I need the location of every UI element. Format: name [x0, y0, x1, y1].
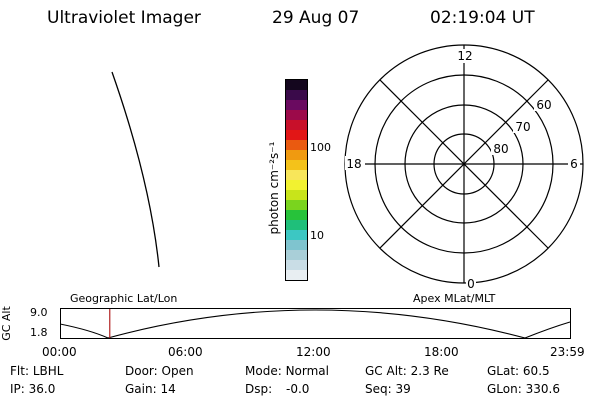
- timeline-frame: [60, 308, 571, 339]
- status-seq: Seq: 39: [365, 382, 411, 396]
- colorbar-tick-100: 100: [310, 141, 331, 154]
- timeline-ytick-top: 9.0: [30, 306, 48, 319]
- colorbar-segment: [286, 230, 307, 240]
- status-gc-alt: GC Alt: 2.3 Re: [365, 364, 449, 378]
- status-gain: Gain: 14: [125, 382, 176, 396]
- colorbar-unit-label: photon cm⁻²s⁻¹: [267, 141, 281, 235]
- timeline-xtick-2: 12:00: [296, 345, 331, 359]
- earth-limb-curve: [111, 71, 160, 268]
- geographic-latlon-label: Geographic Lat/Lon: [70, 292, 178, 305]
- colorbar-segment: [286, 110, 307, 120]
- time-label: 02:19:04 UT: [430, 8, 535, 28]
- polar-plot: 12 18 6 0 60 70 80: [344, 44, 584, 291]
- apex-mlat-mlt-label: Apex MLat/MLT: [413, 292, 496, 305]
- timeline-xtick-4: 23:59: [550, 345, 585, 359]
- colorbar-segment: [286, 210, 307, 220]
- date-label: 29 Aug 07: [272, 8, 360, 28]
- colorbar-segment: [286, 190, 307, 200]
- status-glon: GLon: 330.6: [487, 382, 560, 396]
- lat-label-70: 70: [515, 120, 530, 134]
- colorbar-segment: [286, 270, 307, 280]
- colorbar-segment: [286, 150, 307, 160]
- mlt-label-right: 6: [570, 157, 578, 171]
- colorbar-segment: [286, 100, 307, 110]
- color-scale-bar: [285, 79, 308, 281]
- colorbar-segment: [286, 80, 307, 90]
- status-glat: GLat: 60.5: [487, 364, 550, 378]
- mlt-label-top: 12: [457, 49, 472, 63]
- timeline-xtick-0: 00:00: [42, 345, 77, 359]
- colorbar-tick-10: 10: [310, 229, 324, 242]
- colorbar-segment: [286, 220, 307, 230]
- colorbar-segment: [286, 90, 307, 100]
- mlt-label-left: 18: [346, 157, 361, 171]
- timeline-ytick-bottom: 1.8: [30, 326, 48, 339]
- colorbar-segment: [286, 250, 307, 260]
- timeline-ylabel: GC Alt: [0, 306, 13, 341]
- lat-label-80: 80: [493, 142, 508, 156]
- status-ip: IP: 36.0: [10, 382, 56, 396]
- image-panel: [111, 71, 160, 268]
- mlt-label-bottom: 0: [467, 277, 475, 291]
- colorbar-segment: [286, 170, 307, 180]
- lat-label-60: 60: [536, 98, 551, 112]
- colorbar-segment: [286, 260, 307, 270]
- status-flt: Flt: LBHL: [10, 364, 64, 378]
- timeline-xtick-3: 18:00: [424, 345, 459, 359]
- status-mode: Mode: Normal: [245, 364, 329, 378]
- colorbar-segment: [286, 240, 307, 250]
- colorbar-segment: [286, 130, 307, 140]
- altitude-curve: [60, 309, 571, 339]
- app-title: Ultraviolet Imager: [47, 8, 201, 28]
- timeline-xtick-1: 06:00: [168, 345, 203, 359]
- colorbar-segment: [286, 160, 307, 170]
- colorbar-segment: [286, 200, 307, 210]
- colorbar-segment: [286, 140, 307, 150]
- altitude-timeline: [60, 308, 571, 339]
- status-dsp: Dsp: -0.0: [245, 382, 310, 396]
- colorbar-segment: [286, 180, 307, 190]
- colorbar-segment: [286, 120, 307, 130]
- status-door: Door: Open: [125, 364, 194, 378]
- polar-diagonal-2: [379, 79, 549, 249]
